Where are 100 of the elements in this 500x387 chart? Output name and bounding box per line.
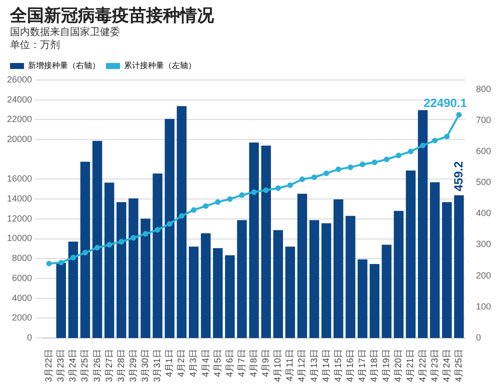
bar bbox=[273, 230, 283, 338]
bar bbox=[200, 233, 211, 338]
x-tick-label: 4月23日 bbox=[429, 348, 440, 382]
data-label: 459.2 bbox=[451, 160, 466, 192]
bar bbox=[321, 223, 332, 338]
point bbox=[154, 227, 160, 233]
point bbox=[130, 234, 136, 241]
x-tick-label: 4月12日 bbox=[296, 348, 307, 382]
point bbox=[263, 187, 269, 193]
x-tick-label: 4月9日 bbox=[260, 348, 271, 377]
bar bbox=[382, 244, 392, 338]
y2-tick-label: 500 bbox=[476, 177, 492, 188]
y2-tick-label: 800 bbox=[476, 84, 492, 94]
point bbox=[408, 148, 414, 154]
y2-tick-label: 100 bbox=[476, 301, 492, 312]
bar bbox=[334, 199, 344, 338]
bar bbox=[346, 216, 356, 338]
point bbox=[299, 176, 306, 182]
bar bbox=[261, 146, 271, 338]
y-tick-label: 4000 bbox=[12, 292, 32, 303]
legend-label: 累计接种量（左轴） bbox=[124, 61, 196, 70]
y-tick-label: 0 bbox=[27, 332, 32, 342]
x-tick-label: 3月31日 bbox=[152, 348, 162, 382]
bar bbox=[176, 106, 187, 338]
bar bbox=[212, 248, 223, 338]
point bbox=[420, 142, 426, 148]
bar bbox=[430, 182, 440, 338]
bar bbox=[188, 246, 199, 338]
x-tick-label: 4月3日 bbox=[188, 348, 198, 377]
x-tick-label: 3月22日 bbox=[44, 348, 54, 382]
point bbox=[372, 160, 378, 166]
point bbox=[311, 174, 318, 180]
y-tick-label: 26000 bbox=[6, 74, 32, 84]
point bbox=[456, 112, 462, 118]
x-tick-label: 4月8日 bbox=[248, 348, 258, 377]
bar bbox=[249, 142, 259, 338]
x-tick-label: 4月22日 bbox=[417, 348, 428, 382]
x-tick-label: 3月29日 bbox=[128, 348, 138, 382]
x-tick-label: 4月14日 bbox=[320, 348, 331, 382]
bar bbox=[80, 162, 90, 338]
point bbox=[444, 134, 450, 140]
bar bbox=[358, 259, 368, 338]
y-tick-label: 20000 bbox=[6, 134, 32, 144]
point bbox=[384, 156, 390, 162]
y-tick-label: 22000 bbox=[6, 114, 32, 124]
legend-label: 新增接种量（右轴） bbox=[28, 61, 100, 70]
x-tick-label: 3月27日 bbox=[104, 348, 114, 382]
point bbox=[94, 244, 100, 250]
y-tick-label: 8000 bbox=[12, 253, 32, 264]
x-tick-label: 4月25日 bbox=[453, 348, 464, 382]
bar bbox=[140, 218, 150, 338]
y-tick-label: 14000 bbox=[6, 194, 32, 204]
x-tick-label: 3月30日 bbox=[140, 348, 150, 382]
y2-tick-label: 0 bbox=[476, 332, 481, 342]
point bbox=[348, 164, 354, 170]
chart-subtitle: 国内数据来自国家卫健委 bbox=[10, 26, 121, 39]
x-tick-label: 4月21日 bbox=[405, 348, 416, 382]
point bbox=[360, 162, 366, 168]
point bbox=[166, 221, 172, 227]
x-tick-label: 3月25日 bbox=[80, 348, 90, 382]
bar bbox=[56, 262, 66, 338]
y2-tick-label: 600 bbox=[476, 146, 492, 156]
point bbox=[178, 213, 184, 219]
bar bbox=[237, 220, 247, 338]
x-tick-label: 3月26日 bbox=[92, 348, 102, 382]
x-tick-label: 4月17日 bbox=[356, 348, 367, 382]
text: 单位：万剂 bbox=[10, 39, 61, 52]
y-tick-label: 24000 bbox=[6, 94, 32, 104]
bar bbox=[297, 194, 308, 338]
bar bbox=[104, 182, 114, 338]
bar bbox=[418, 110, 428, 338]
bar bbox=[116, 202, 126, 338]
bar bbox=[394, 210, 404, 338]
y-tick-label: 12000 bbox=[6, 213, 32, 224]
point bbox=[46, 260, 52, 266]
x-tick-label: 4月20日 bbox=[393, 348, 404, 382]
x-tick-label: 4月18日 bbox=[369, 348, 380, 382]
x-tick-label: 4月10日 bbox=[272, 348, 283, 382]
point bbox=[82, 250, 88, 256]
point bbox=[239, 192, 245, 198]
point bbox=[275, 185, 281, 191]
x-tick-label: 4月15日 bbox=[332, 348, 343, 382]
bar bbox=[164, 118, 174, 338]
point bbox=[324, 170, 330, 176]
bar bbox=[370, 264, 380, 338]
point bbox=[106, 242, 112, 248]
point bbox=[202, 203, 209, 209]
point bbox=[190, 207, 197, 213]
x-tick-label: 3月28日 bbox=[116, 348, 126, 382]
bar bbox=[225, 255, 235, 338]
point bbox=[432, 138, 438, 144]
point bbox=[58, 260, 64, 266]
x-tick-label: 4月7日 bbox=[236, 348, 246, 377]
x-tick-label: 3月23日 bbox=[56, 348, 66, 382]
point bbox=[215, 199, 221, 205]
x-tick-label: 3月24日 bbox=[68, 348, 78, 382]
point bbox=[227, 196, 233, 202]
point bbox=[118, 238, 124, 245]
y-tick-label: 2000 bbox=[12, 312, 32, 323]
data-label: 22490.1 bbox=[424, 96, 468, 110]
